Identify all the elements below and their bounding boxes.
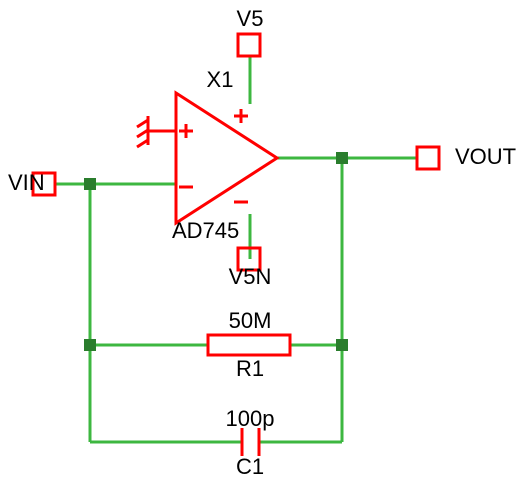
junction-node [336,152,348,164]
label-vin: VIN [8,170,45,195]
circuit-schematic: V5 X1 VOUT VIN AD745 V5N 50M R1 100p C1 [0,0,521,501]
label-r1: R1 [236,356,264,381]
resistor-r1 [208,335,290,355]
label-r1v: 50M [229,308,272,333]
ground-line [137,140,148,147]
junction-node [84,178,96,190]
labels: V5 X1 VOUT VIN AD745 V5N 50M R1 100p C1 [8,6,516,479]
label-x1: X1 [207,67,234,92]
io-pad [238,34,260,56]
junction-nodes [84,152,348,351]
opamp-x1 [176,93,277,223]
label-c1: C1 [236,454,264,479]
junction-node [84,339,96,351]
ground-line [137,130,148,137]
junction-node [336,339,348,351]
ground-symbol [137,116,176,147]
ground-line [137,120,148,127]
label-c1v: 100p [226,406,275,431]
label-vout: VOUT [455,144,516,169]
label-v5n: V5N [229,264,272,289]
io-pad [417,147,439,169]
capacitor-c1 [242,428,259,456]
label-ad745: AD745 [172,218,239,243]
opamp-body [176,93,277,223]
label-v5: V5 [237,6,264,31]
